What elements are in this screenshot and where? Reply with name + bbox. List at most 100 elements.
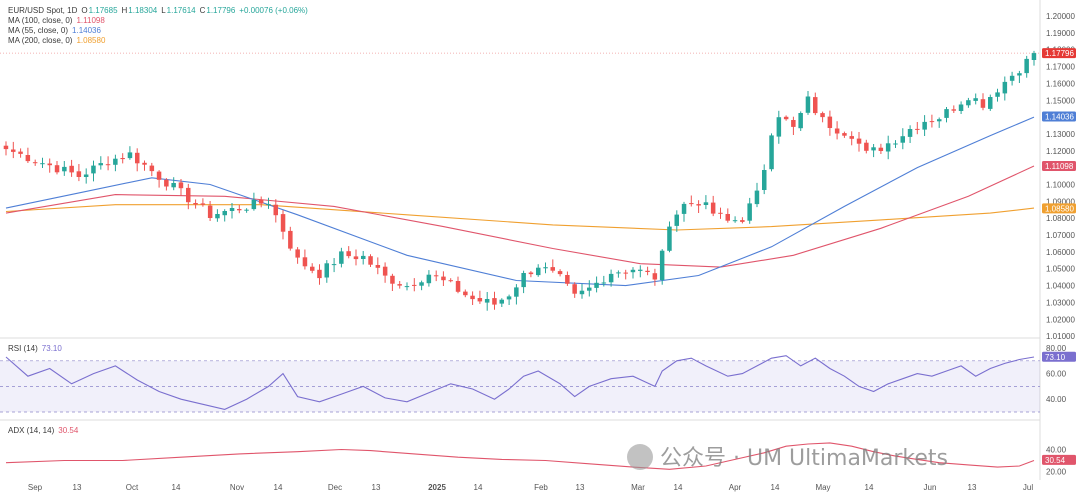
- candle: [856, 132, 862, 152]
- candle: [587, 280, 592, 297]
- candle: [171, 177, 176, 191]
- candle: [1009, 71, 1015, 86]
- low-value: 1.17614: [167, 6, 196, 15]
- svg-text:MA (200, close, 0)1.08580: MA (200, close, 0) 1.08580: [8, 36, 106, 45]
- ma100-label: MA (100, close, 0): [8, 16, 73, 25]
- time-tick-label: 2025: [428, 483, 446, 492]
- svg-text:1.08580: 1.08580: [1045, 204, 1074, 213]
- candle: [791, 116, 796, 135]
- candle: [980, 93, 986, 111]
- watermark: 公众号 · UM UltimaMarkets: [627, 444, 948, 471]
- chart-legend: EUR/USD Spot, 1D O1.17685 H1.18304 L1.17614…: [8, 6, 308, 45]
- price-tick-label: 1.02000: [1046, 315, 1075, 324]
- candle: [69, 159, 74, 177]
- price-tags: 1.17796 1.14036 1.11098 1.08580 73.10 30.54: [1042, 48, 1076, 465]
- price-tick-label: 1.15000: [1046, 96, 1075, 105]
- ma200-tag: 1.08580: [1042, 203, 1076, 214]
- ma200-value: 1.08580: [76, 36, 105, 45]
- svg-text:MA (100, close, 0)1.11098: MA (100, close, 0) 1.11098: [8, 16, 105, 25]
- candle: [740, 217, 745, 224]
- price-tick-label: 1.16000: [1046, 79, 1075, 88]
- candle: [477, 290, 483, 304]
- time-tick-label: 14: [474, 483, 483, 492]
- candle: [1031, 50, 1037, 66]
- adx-tick-label: 20.00: [1046, 468, 1067, 477]
- time-tick-label: Nov: [230, 483, 244, 492]
- candle: [769, 133, 774, 172]
- candle: [273, 199, 278, 223]
- candles: [3, 50, 1037, 311]
- candle: [499, 298, 504, 307]
- time-tick-label: 14: [771, 483, 780, 492]
- candle: [616, 270, 621, 278]
- candle: [630, 267, 636, 279]
- price-tick-label: 1.10000: [1046, 181, 1075, 190]
- rsi-label: RSI (14): [8, 344, 38, 353]
- candle: [120, 153, 125, 164]
- moving-averages: [5, 116, 1035, 287]
- candle: [594, 276, 599, 293]
- candle: [258, 196, 264, 208]
- candle: [674, 210, 679, 232]
- candle: [565, 271, 570, 286]
- candle: [295, 247, 300, 264]
- candle: [375, 257, 381, 275]
- svg-text:1.14036: 1.14036: [1045, 113, 1074, 122]
- time-tick-label: 14: [865, 483, 874, 492]
- candle: [842, 131, 847, 138]
- time-tick-label: Sep: [28, 483, 43, 492]
- rsi-panel: RSI (14) 73.10 40.00 60.00 80.00: [0, 344, 1067, 413]
- wechat-icon: [627, 444, 653, 470]
- candle: [237, 205, 242, 214]
- candle: [207, 201, 213, 221]
- candle: [229, 203, 235, 219]
- candle: [506, 294, 512, 305]
- candle: [834, 121, 840, 140]
- candle: [244, 208, 249, 213]
- candle: [652, 268, 658, 286]
- time-tick-label: Jun: [924, 483, 937, 492]
- time-tick-label: Mar: [631, 483, 645, 492]
- candle: [470, 291, 475, 305]
- watermark-text: 公众号 · UM UltimaMarkets: [660, 446, 948, 471]
- candle: [805, 91, 811, 115]
- price-tick-label: 1.04000: [1046, 282, 1075, 291]
- open-value: 1.17685: [89, 6, 118, 15]
- candle: [18, 148, 23, 158]
- candle: [754, 182, 760, 208]
- time-tick-label: Feb: [534, 483, 548, 492]
- candle: [412, 278, 417, 292]
- candle: [528, 271, 534, 278]
- rsi-value: 73.10: [42, 344, 63, 353]
- close-value: 1.17796: [206, 6, 235, 15]
- candle: [266, 197, 271, 209]
- candle: [390, 273, 395, 291]
- candle: [346, 246, 351, 259]
- candle: [98, 156, 103, 170]
- candle: [492, 291, 497, 310]
- candle: [302, 249, 308, 270]
- candle: [433, 270, 439, 282]
- candle: [419, 280, 424, 291]
- candle: [608, 269, 614, 287]
- candle: [667, 221, 672, 253]
- candle: [798, 111, 803, 131]
- candle: [543, 262, 548, 274]
- candle: [484, 292, 490, 311]
- candle: [324, 260, 329, 283]
- candle: [514, 284, 519, 305]
- candle: [164, 178, 169, 191]
- candle: [710, 195, 716, 217]
- candle: [900, 128, 905, 150]
- candle: [696, 200, 701, 213]
- time-tick-label: Apr: [729, 483, 742, 492]
- price-axis: 1.01000 1.02000 1.03000 1.04000 1.05000 1.060…: [0, 12, 1075, 341]
- candle: [732, 216, 738, 223]
- candle: [783, 115, 789, 121]
- candle: [448, 278, 453, 283]
- candle: [681, 201, 687, 222]
- candle: [40, 157, 45, 168]
- price-tick-label: 1.17000: [1046, 63, 1075, 72]
- candle: [54, 161, 60, 175]
